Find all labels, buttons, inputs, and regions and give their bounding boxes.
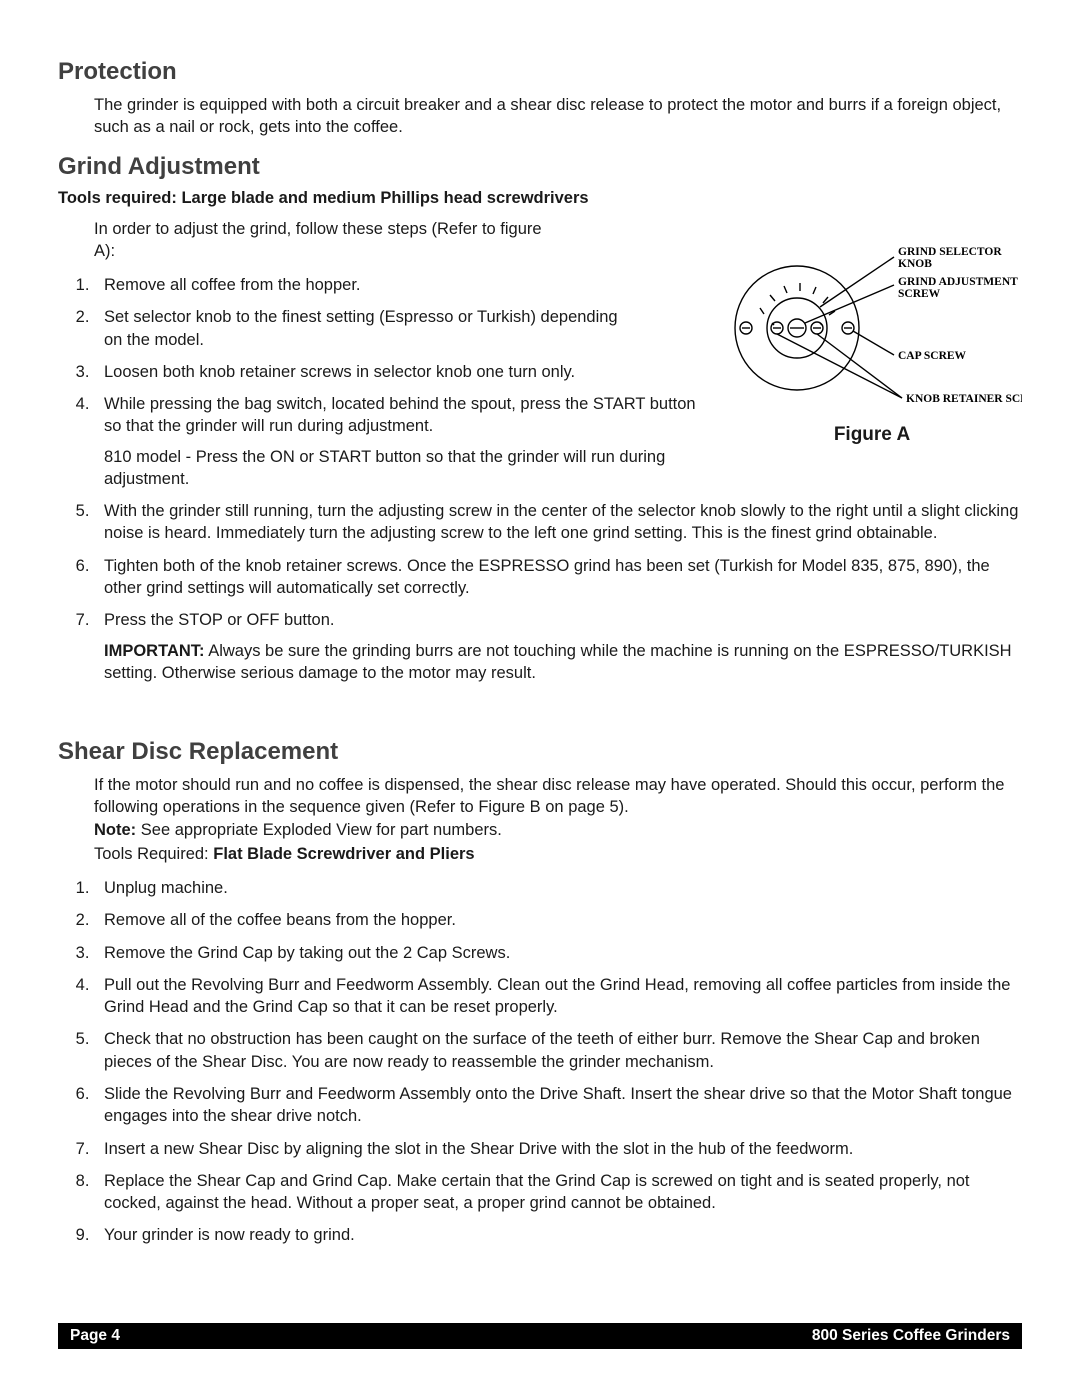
list-item: Tighten both of the knob retainer screws…	[94, 555, 1022, 600]
list-grind-steps-upper: Remove all coffee from the hopper. Set s…	[84, 274, 712, 490]
list-item-sub: 810 model - Press the ON or START button…	[104, 446, 712, 491]
text-shear-intro: If the motor should run and no coffee is…	[94, 774, 1022, 841]
section-shear-disc: Shear Disc Replacement If the motor shou…	[58, 738, 1022, 1247]
list-item: Loosen both knob retainer screws in sele…	[94, 361, 712, 383]
section-grind-adjustment: Grind Adjustment Tools required: Large b…	[58, 153, 1022, 685]
footer-page-number: Page 4	[70, 1327, 120, 1345]
grind-text-col: In order to adjust the grind, follow the…	[58, 218, 712, 501]
note-label: Note:	[94, 821, 136, 839]
important-text: Always be sure the grinding burrs are no…	[104, 642, 1012, 682]
label-retainer-screws: KNOB RETAINER SCREWS	[906, 393, 1022, 405]
figure-a: GRIND SELECTORKNOB GRIND ADJUSTMENTSCREW…	[712, 218, 1022, 446]
list-shear-steps: Unplug machine. Remove all of the coffee…	[84, 877, 1022, 1246]
list-item: Replace the Shear Cap and Grind Cap. Mak…	[94, 1170, 1022, 1215]
list-item-text: Press the STOP or OFF button.	[104, 611, 334, 629]
text-grind-intro: In order to adjust the grind, follow the…	[94, 218, 554, 263]
section-protection: Protection The grinder is equipped with …	[58, 58, 1022, 139]
label-cap-screw: CAP SCREW	[898, 350, 967, 362]
note-text: See appropriate Exploded View for part n…	[136, 821, 502, 839]
text-grind-tools: Tools required: Large blade and medium P…	[58, 189, 1022, 208]
page-footer: Page 4 800 Series Coffee Grinders	[58, 1323, 1022, 1349]
list-grind-steps-lower: With the grinder still running, turn the…	[84, 500, 1022, 684]
list-item: Slide the Revolving Burr and Feedworm As…	[94, 1083, 1022, 1128]
heading-shear: Shear Disc Replacement	[58, 738, 1022, 766]
list-item: Remove all of the coffee beans from the …	[94, 909, 1022, 931]
list-item: Your grinder is now ready to grind.	[94, 1224, 1022, 1246]
list-item: Remove all coffee from the hopper.	[94, 274, 712, 296]
important-label: IMPORTANT:	[104, 642, 205, 660]
heading-grind: Grind Adjustment	[58, 153, 1022, 181]
figure-a-caption: Figure A	[722, 424, 1022, 446]
list-item: Press the STOP or OFF button. IMPORTANT:…	[94, 609, 1022, 684]
text-shear-tools: Tools Required: Flat Blade Screwdriver a…	[94, 843, 1022, 865]
heading-protection: Protection	[58, 58, 1022, 86]
list-item: Remove the Grind Cap by taking out the 2…	[94, 942, 1022, 964]
list-item: Unplug machine.	[94, 877, 1022, 899]
label-selector-knob: GRIND SELECTORKNOB	[898, 246, 1002, 270]
list-item: Pull out the Revolving Burr and Feedworm…	[94, 974, 1022, 1019]
footer-doc-title: 800 Series Coffee Grinders	[812, 1327, 1010, 1345]
list-item: Set selector knob to the finest setting …	[94, 306, 634, 351]
label-adjust-screw: GRIND ADJUSTMENTSCREW	[898, 276, 1018, 300]
list-item: While pressing the bag switch, located b…	[94, 393, 712, 490]
list-item: With the grinder still running, turn the…	[94, 500, 1022, 545]
figure-a-svg: GRIND SELECTORKNOB GRIND ADJUSTMENTSCREW…	[722, 243, 1022, 413]
list-item-text: While pressing the bag switch, located b…	[104, 395, 696, 435]
list-item: Check that no obstruction has been caugh…	[94, 1028, 1022, 1073]
text-protection: The grinder is equipped with both a circ…	[94, 94, 1022, 139]
list-item: Insert a new Shear Disc by aligning the …	[94, 1138, 1022, 1160]
important-note: IMPORTANT: Always be sure the grinding b…	[104, 640, 1022, 685]
grind-row: In order to adjust the grind, follow the…	[58, 218, 1022, 501]
